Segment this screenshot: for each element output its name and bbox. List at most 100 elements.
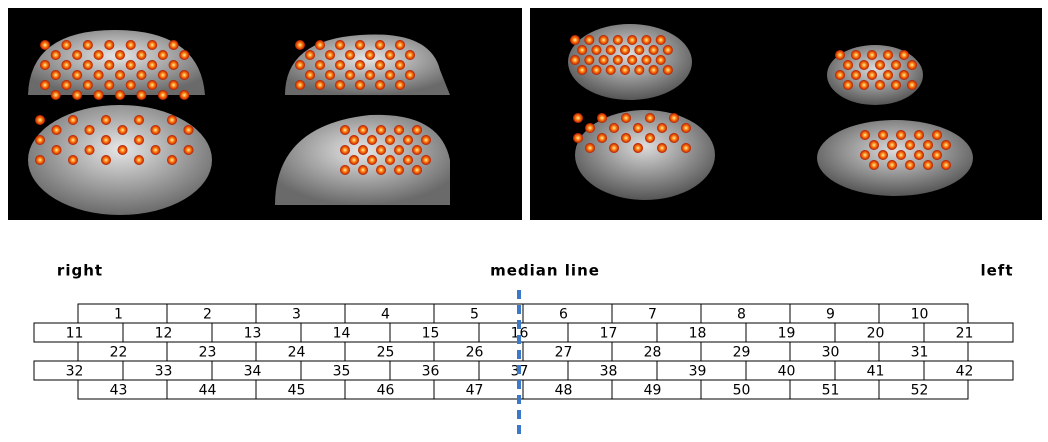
dot: [394, 145, 404, 155]
channel-number: 10: [911, 307, 929, 323]
dot: [168, 40, 179, 50]
dot: [61, 80, 72, 90]
dot: [104, 40, 115, 50]
dot: [923, 160, 933, 170]
dot: [570, 35, 580, 45]
dot: [117, 145, 128, 155]
dot: [72, 50, 83, 60]
dot: [932, 150, 942, 160]
dot: [573, 133, 583, 143]
dot: [620, 65, 630, 75]
channel-number: 28: [644, 345, 662, 361]
dot: [315, 40, 325, 50]
dot: [573, 113, 583, 123]
channel-number: 34: [244, 364, 262, 380]
channel-number: 4: [381, 307, 390, 323]
dot: [365, 50, 375, 60]
dot: [395, 40, 405, 50]
channel-number: 42: [956, 364, 974, 380]
channel-number: 19: [778, 326, 796, 342]
dot: [662, 45, 673, 55]
channel-number: 18: [689, 326, 707, 342]
dot: [40, 40, 50, 50]
channel-number: 31: [911, 345, 929, 361]
dot: [883, 50, 893, 60]
channel-number: 7: [648, 307, 657, 323]
dot: [878, 130, 888, 140]
dot: [136, 90, 147, 100]
dot: [179, 50, 190, 60]
dot: [591, 65, 602, 75]
dot: [641, 35, 652, 45]
channel-number: 45: [288, 383, 306, 399]
dot: [104, 80, 115, 90]
dot: [136, 50, 147, 60]
channel-number: 27: [555, 345, 573, 361]
dot: [375, 80, 385, 90]
dot: [355, 60, 365, 70]
dot: [35, 155, 45, 165]
dot: [395, 60, 405, 70]
dot: [50, 90, 61, 100]
dot: [68, 155, 78, 165]
dot: [179, 70, 190, 80]
dot: [887, 160, 897, 170]
dot: [375, 60, 385, 70]
dot: [375, 40, 385, 50]
dot: [147, 60, 158, 70]
dot: [403, 135, 413, 145]
dot: [305, 70, 315, 80]
dot: [104, 60, 115, 70]
dot: [657, 143, 667, 153]
channel-number: 49: [644, 383, 662, 399]
dot: [585, 123, 595, 133]
dot: [584, 55, 595, 65]
dot: [621, 133, 631, 143]
dot: [405, 70, 415, 80]
dot: [421, 135, 431, 145]
channel-number: 32: [66, 364, 84, 380]
dot: [50, 70, 61, 80]
dot: [365, 70, 375, 80]
dot: [875, 60, 885, 70]
dot: [125, 40, 136, 50]
dot: [376, 165, 386, 175]
dot: [93, 50, 104, 60]
dot: [645, 133, 655, 143]
dot: [82, 60, 93, 70]
dot: [577, 45, 588, 55]
dot: [125, 80, 136, 90]
dot: [340, 165, 350, 175]
dot: [627, 35, 638, 45]
dot: [899, 50, 909, 60]
channel-number: 39: [689, 364, 707, 380]
dot: [305, 50, 315, 60]
dot: [134, 155, 144, 165]
dot: [620, 45, 630, 55]
dot: [621, 113, 631, 123]
dot: [358, 145, 368, 155]
dot: [648, 65, 659, 75]
dot: [157, 70, 168, 80]
dot: [385, 50, 395, 60]
right-label: right: [57, 262, 103, 280]
dot: [896, 150, 906, 160]
dot: [82, 40, 93, 50]
dot: [609, 123, 619, 133]
dot: [891, 80, 901, 90]
dot: [183, 145, 194, 155]
dot: [51, 125, 62, 135]
dot: [295, 40, 305, 50]
channel-number: 5: [470, 307, 479, 323]
dot: [932, 130, 942, 140]
channel-number: 50: [733, 383, 751, 399]
dot: [115, 50, 125, 60]
channel-number: 35: [333, 364, 351, 380]
dot: [907, 60, 917, 70]
dot: [859, 80, 869, 90]
dot: [147, 80, 158, 90]
dot: [150, 145, 161, 155]
dot: [598, 35, 609, 45]
dot: [134, 135, 144, 145]
